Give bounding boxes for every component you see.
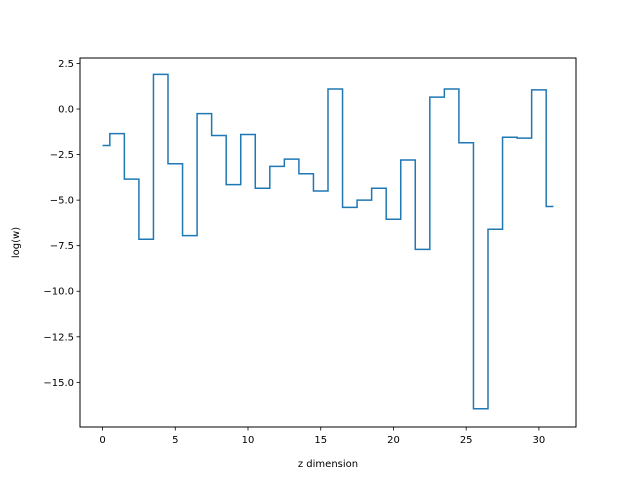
y-tick-label: −7.5 [50,241,74,252]
axes-frame [79,57,577,428]
y-tick-label: −15.0 [43,378,74,389]
y-tick-label: −5.0 [50,196,74,207]
x-tick-label: 25 [460,435,473,446]
x-tick-label: 0 [99,435,105,446]
series-layer [102,73,554,410]
series-step-line [102,73,554,410]
x-tick-label: 5 [172,435,178,446]
x-tick-label: 10 [242,435,255,446]
y-tick-label: −2.5 [50,150,74,161]
x-axis-ticks: 0 5 10 15 20 25 30 [99,427,545,446]
y-axis-label: log(w) [11,227,22,258]
x-tick-label: 15 [314,435,327,446]
x-tick-label: 30 [533,435,546,446]
y-tick-label: −12.5 [43,332,74,343]
x-tick-label: 20 [387,435,400,446]
x-axis-label: z dimension [298,459,358,470]
y-axis-ticks: 2.5 0.0 −2.5 −5.0 −7.5 −10.0 −12.5 −15.0 [43,59,80,389]
y-tick-label: −10.0 [43,287,74,298]
y-tick-label: 0.0 [58,105,74,116]
y-tick-label: 2.5 [58,59,74,70]
